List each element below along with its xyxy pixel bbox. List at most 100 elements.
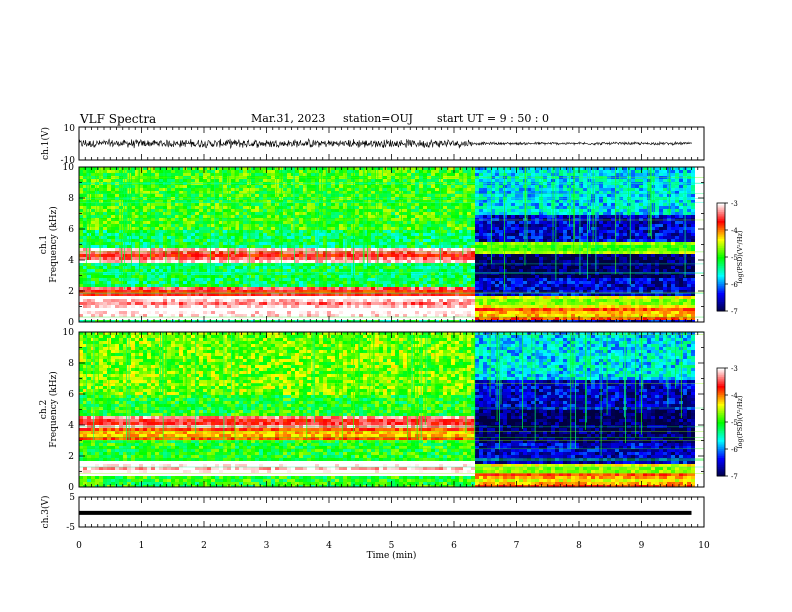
heatmap-cell: [179, 296, 183, 299]
heatmap-cell: [179, 179, 183, 182]
heatmap-cell: [431, 203, 435, 206]
heatmap-cell: [387, 278, 391, 281]
heatmap-cell: [247, 233, 251, 236]
heatmap-cell: [131, 236, 135, 239]
heatmap-cell: [239, 236, 243, 239]
heatmap-cell: [211, 290, 215, 293]
heatmap-cell: [271, 254, 275, 257]
heatmap-cell: [187, 254, 191, 257]
heatmap-cell: [135, 218, 139, 221]
heatmap-cell: [323, 278, 327, 281]
heatmap-cell: [191, 317, 195, 320]
heatmap-cell: [235, 296, 239, 299]
heatmap-cell: [135, 245, 139, 248]
heatmap-cell: [99, 188, 103, 191]
heatmap-cell: [87, 206, 91, 209]
heatmap-cell: [435, 179, 439, 182]
heatmap-cell: [335, 314, 339, 317]
heatmap-cell: [231, 320, 235, 322]
heatmap-cell: [347, 293, 351, 296]
heatmap-cell: [203, 191, 207, 194]
heatmap-cell: [347, 173, 351, 176]
heatmap-cell: [99, 257, 103, 260]
heatmap-cell: [435, 296, 439, 299]
heatmap-cell: [219, 287, 223, 290]
heatmap-cell: [387, 299, 391, 302]
heatmap-cell: [307, 281, 311, 284]
heatmap-cell: [251, 224, 255, 227]
heatmap-cell: [123, 314, 127, 317]
heatmap-cell: [351, 185, 355, 188]
heatmap-cell: [363, 218, 367, 221]
heatmap-cell: [115, 215, 119, 218]
heatmap-cell: [267, 203, 271, 206]
heatmap-cell: [431, 206, 435, 209]
heatmap-cell: [151, 227, 155, 230]
heatmap-cell: [139, 230, 143, 233]
heatmap-cell: [227, 284, 231, 287]
heatmap-cell: [339, 185, 343, 188]
heatmap-cell: [183, 305, 187, 308]
heatmap-cell: [87, 293, 91, 296]
heatmap-cell: [251, 269, 255, 272]
heatmap-cell: [355, 170, 359, 173]
heatmap-cell: [427, 314, 431, 317]
heatmap-cell: [419, 260, 423, 263]
heatmap-cell: [351, 305, 355, 308]
heatmap-cell: [171, 302, 175, 305]
heatmap-cell: [391, 251, 395, 254]
heatmap-cell: [327, 236, 331, 239]
heatmap-cell: [243, 263, 247, 266]
heatmap-cell: [347, 212, 351, 215]
heatmap-cell: [371, 188, 375, 191]
heatmap-cell: [95, 239, 99, 242]
heatmap-cell: [87, 296, 91, 299]
heatmap-cell: [291, 275, 295, 278]
heatmap-cell: [203, 185, 207, 188]
heatmap-cell: [411, 242, 415, 245]
heatmap-cell: [259, 296, 263, 299]
heatmap-cell: [295, 296, 299, 299]
heatmap-cell: [91, 218, 95, 221]
heatmap-cell: [303, 173, 307, 176]
heatmap-cell: [151, 239, 155, 242]
heatmap-cell: [387, 284, 391, 287]
heatmap-cell: [131, 311, 135, 314]
heatmap-cell: [115, 221, 119, 224]
heatmap-cell: [211, 314, 215, 317]
heatmap-cell: [407, 206, 411, 209]
heatmap-cell: [247, 221, 251, 224]
heatmap-cell: [299, 302, 303, 305]
heatmap-cell: [443, 320, 447, 322]
heatmap-cell: [419, 314, 423, 317]
heatmap-cell: [203, 281, 207, 284]
heatmap-cell: [443, 227, 447, 230]
heatmap-cell: [339, 206, 343, 209]
heatmap-cell: [355, 203, 359, 206]
heatmap-cell: [175, 278, 179, 281]
heatmap-cell: [283, 281, 287, 284]
heatmap-cell: [423, 266, 427, 269]
heatmap-cell: [243, 185, 247, 188]
heatmap-cell: [351, 257, 355, 260]
heatmap-cell: [327, 218, 331, 221]
heatmap-cell: [271, 242, 275, 245]
heatmap-cell: [247, 251, 251, 254]
heatmap-cell: [135, 302, 139, 305]
heatmap-cell: [147, 254, 151, 257]
heatmap-cell: [195, 179, 199, 182]
heatmap-cell: [351, 191, 355, 194]
heatmap-cell: [283, 284, 287, 287]
heatmap-cell: [159, 266, 163, 269]
heatmap-cell: [431, 266, 435, 269]
heatmap-cell: [255, 296, 259, 299]
heatmap-cell: [123, 260, 127, 263]
heatmap-cell: [139, 257, 143, 260]
heatmap-cell: [407, 302, 411, 305]
heatmap-cell: [79, 317, 83, 320]
heatmap-cell: [431, 305, 435, 308]
heatmap-cell: [295, 242, 299, 245]
heatmap-cell: [283, 254, 287, 257]
heatmap-cell: [203, 299, 207, 302]
heatmap-cell: [431, 212, 435, 215]
